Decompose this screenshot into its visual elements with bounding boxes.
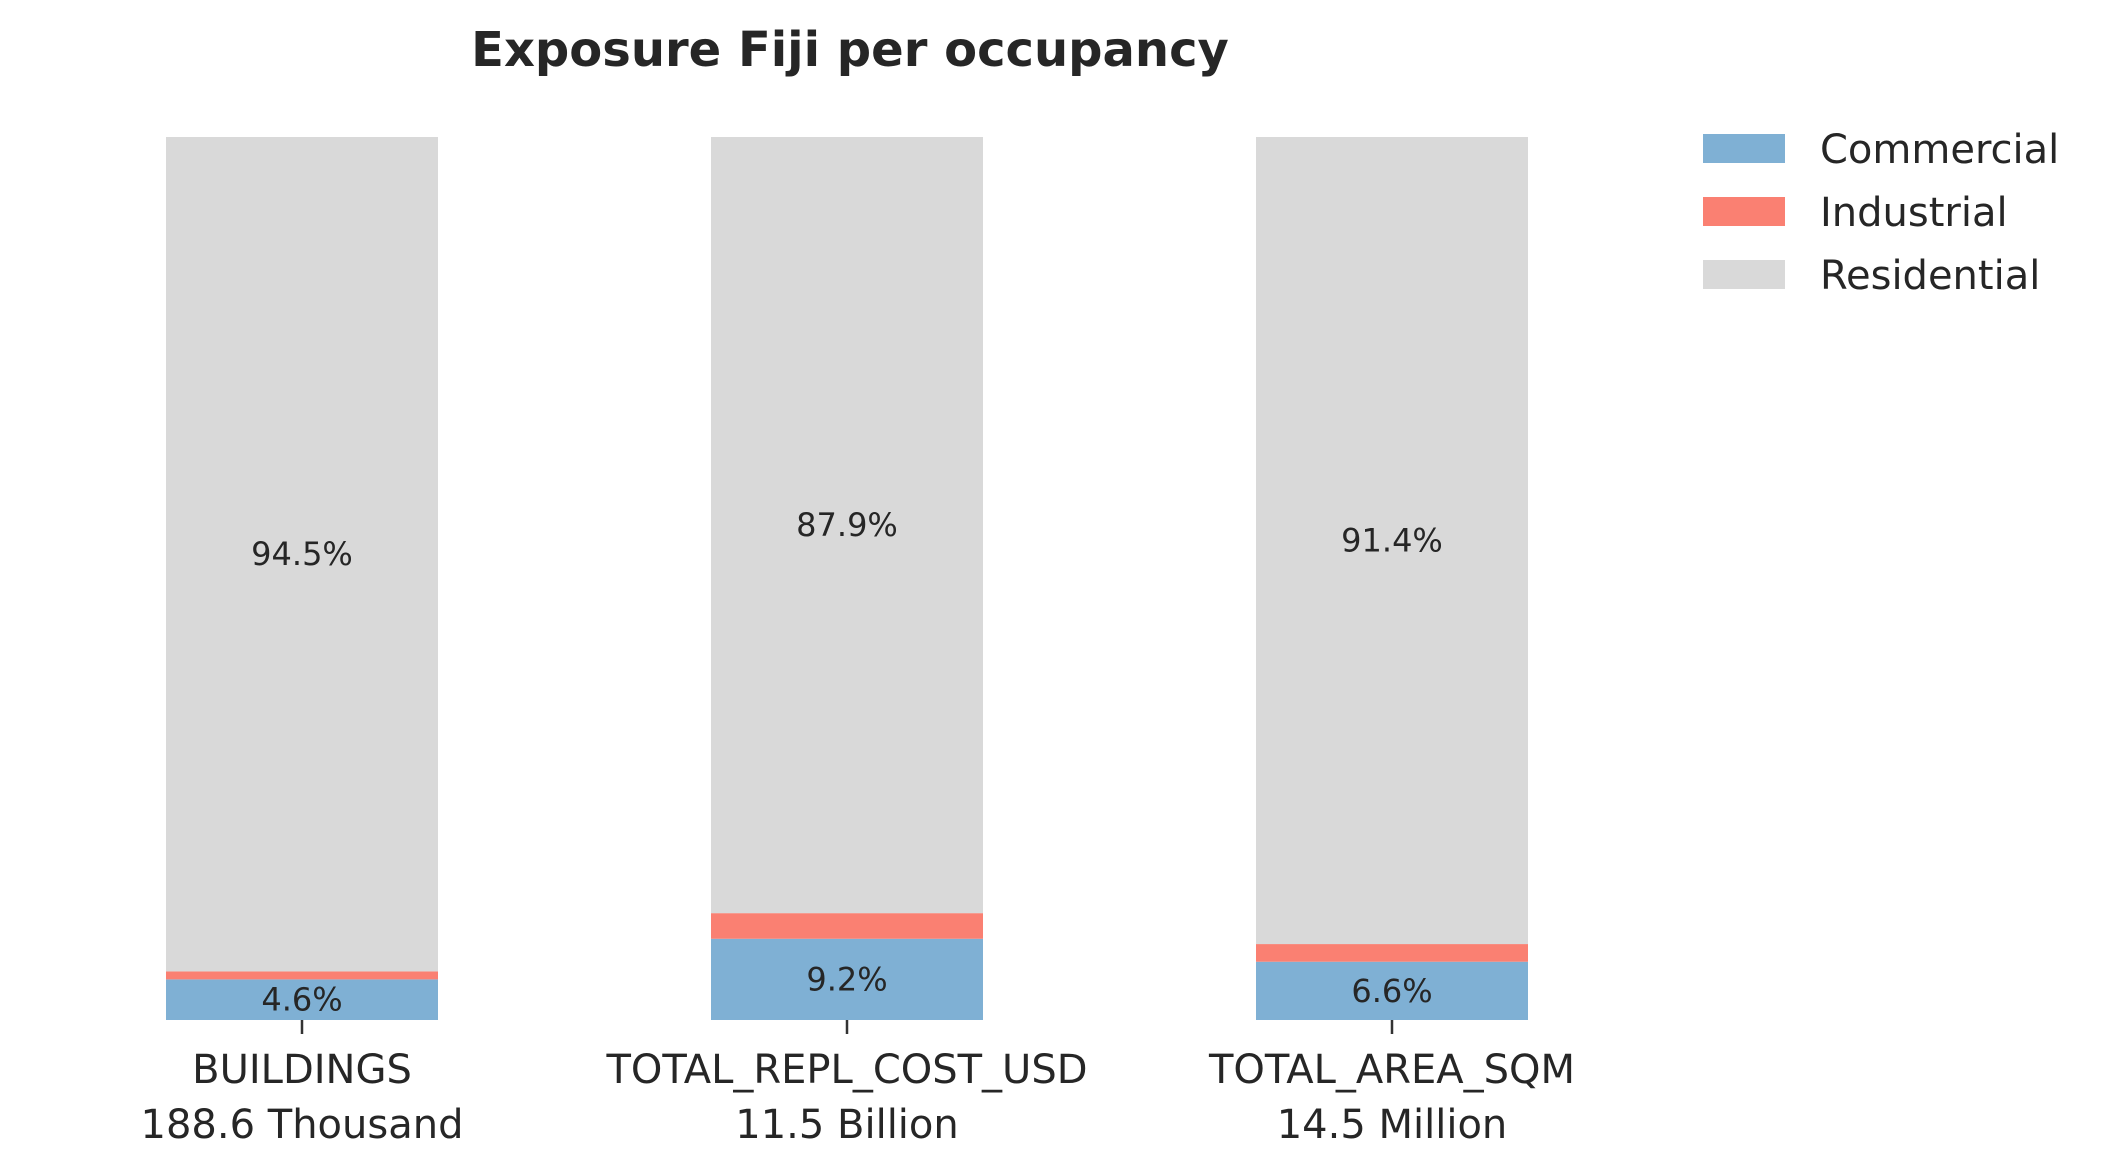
bar-segment-commercial-1 bbox=[711, 938, 983, 1020]
data-label-residential-2: 91.4% bbox=[1341, 522, 1443, 560]
x-tick-label-0: BUILDINGS bbox=[192, 1047, 412, 1093]
bar-segment-residential-2 bbox=[1256, 137, 1528, 945]
x-tick-total-1: 11.5 Billion bbox=[735, 1102, 959, 1148]
data-label-residential-0: 94.5% bbox=[251, 535, 353, 573]
bar-segment-industrial-2 bbox=[1256, 944, 1528, 962]
legend-swatch-industrial bbox=[1703, 197, 1785, 226]
legend: Commercial Industrial Residential bbox=[1703, 127, 2059, 299]
legend-label-industrial: Industrial bbox=[1820, 190, 2008, 236]
data-label-commercial-2: 6.6% bbox=[1351, 972, 1432, 1010]
data-labels-layer: 4.6% 94.5% 9.2% 87.9% 6.6% 91.4% bbox=[251, 506, 1443, 1019]
x-tick-label-1: TOTAL_REPL_COST_USD bbox=[605, 1047, 1087, 1093]
chart-title: Exposure Fiji per occupancy bbox=[471, 22, 1229, 78]
legend-swatch-residential bbox=[1703, 260, 1785, 289]
x-tick-label-2: TOTAL_AREA_SQM bbox=[1208, 1047, 1575, 1093]
data-label-commercial-1: 9.2% bbox=[806, 960, 887, 998]
x-tick-total-2: 14.5 Million bbox=[1277, 1102, 1508, 1148]
bar-segment-industrial-1 bbox=[711, 913, 983, 939]
legend-label-commercial: Commercial bbox=[1820, 127, 2059, 173]
bar-segment-industrial-0 bbox=[166, 971, 438, 980]
bar-segment-commercial-0 bbox=[166, 979, 438, 1020]
data-label-residential-1: 87.9% bbox=[796, 506, 898, 544]
data-label-commercial-0: 4.6% bbox=[261, 981, 342, 1019]
legend-swatch-commercial bbox=[1703, 134, 1785, 163]
x-axis: BUILDINGS 188.6 Thousand TOTAL_REPL_COST_U… bbox=[141, 1020, 1575, 1148]
bar-segment-residential-1 bbox=[711, 137, 983, 914]
legend-label-residential: Residential bbox=[1820, 253, 2040, 299]
bars-layer bbox=[166, 137, 1528, 1020]
bar-segment-commercial-2 bbox=[1256, 961, 1528, 1020]
x-tick-total-0: 188.6 Thousand bbox=[141, 1102, 464, 1148]
bar-segment-residential-0 bbox=[166, 137, 438, 972]
